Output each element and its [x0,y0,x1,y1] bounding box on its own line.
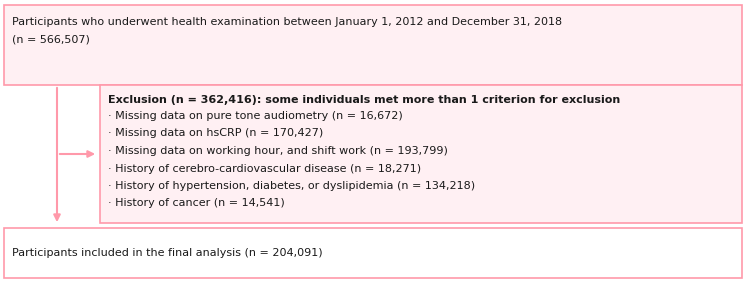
Text: Exclusion (n = 362,416): some individuals met more than 1 criterion for exclusio: Exclusion (n = 362,416): some individual… [108,95,620,105]
Bar [4,5,742,85]
Bar [100,85,742,223]
Text: · Missing data on working hour, and shift work (n = 193,799): · Missing data on working hour, and shif… [108,146,448,156]
Text: Participants included in the final analysis (n = 204,091): Participants included in the final analy… [12,248,323,258]
Text: · History of cerebro-cardiovascular disease (n = 18,271): · History of cerebro-cardiovascular dise… [108,164,421,173]
Text: · Missing data on hsCRP (n = 170,427): · Missing data on hsCRP (n = 170,427) [108,128,323,139]
Text: · History of cancer (n = 14,541): · History of cancer (n = 14,541) [108,198,285,209]
Text: (n = 566,507): (n = 566,507) [12,34,90,44]
Text: · Missing data on pure tone audiometry (n = 16,672): · Missing data on pure tone audiometry (… [108,111,403,121]
Bar [4,228,742,278]
Text: Participants who underwent health examination between January 1, 2012 and Decemb: Participants who underwent health examin… [12,17,562,27]
Text: · History of hypertension, diabetes, or dyslipidemia (n = 134,218): · History of hypertension, diabetes, or … [108,181,475,191]
